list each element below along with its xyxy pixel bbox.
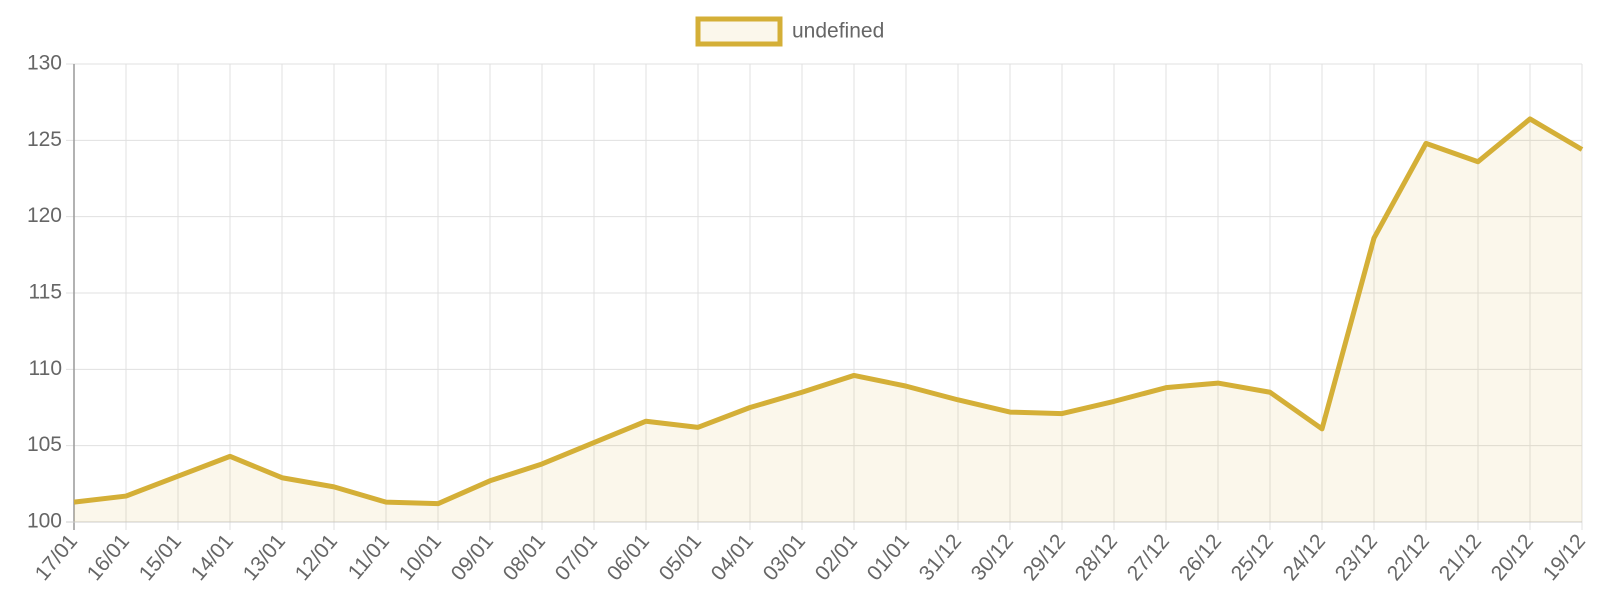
x-tick-label: 21/12 <box>1435 530 1486 585</box>
x-tick-label: 13/01 <box>239 530 290 585</box>
x-tick-label: 31/12 <box>915 530 966 585</box>
x-tick-label: 19/12 <box>1539 530 1590 585</box>
x-tick-label: 01/01 <box>863 530 914 585</box>
y-tick-label: 110 <box>29 357 62 380</box>
x-tick-label: 08/01 <box>499 530 550 585</box>
x-tick-label: 09/01 <box>447 530 498 585</box>
x-tick-label: 25/12 <box>1227 530 1278 585</box>
y-tick-label: 100 <box>27 510 62 533</box>
legend-label: undefined <box>792 20 884 43</box>
x-tick-label: 02/01 <box>811 530 862 585</box>
x-tick-label: 15/01 <box>135 530 186 585</box>
x-tick-label: 23/12 <box>1331 530 1382 585</box>
x-tick-label: 07/01 <box>551 530 602 585</box>
x-tick-label: 28/12 <box>1071 530 1122 585</box>
x-tick-label: 04/01 <box>707 530 758 585</box>
x-tick-label: 03/01 <box>759 530 810 585</box>
x-tick-label: 14/01 <box>187 530 238 585</box>
legend-swatch <box>695 16 783 47</box>
x-tick-label: 27/12 <box>1123 530 1174 585</box>
y-tick-label: 105 <box>27 433 62 456</box>
y-tick-label: 115 <box>29 281 62 304</box>
x-tick-label: 16/01 <box>83 530 134 585</box>
x-tick-label: 22/12 <box>1383 530 1434 585</box>
x-tick-label: 10/01 <box>395 530 446 585</box>
x-tick-label: 06/01 <box>603 530 654 585</box>
x-tick-label: 20/12 <box>1487 530 1538 585</box>
x-tick-label: 17/01 <box>31 530 82 585</box>
x-tick-label: 29/12 <box>1019 530 1070 585</box>
y-tick-label: 125 <box>27 128 62 151</box>
x-tick-label: 12/01 <box>291 530 342 585</box>
x-tick-label: 26/12 <box>1175 530 1226 585</box>
line <box>73 116 1584 507</box>
y-tick-label: 130 <box>27 52 62 75</box>
x-tick-label: 24/12 <box>1279 530 1330 585</box>
x-tick-label: 30/12 <box>967 530 1018 585</box>
y-tick-label: 120 <box>27 204 62 227</box>
x-tick-label: 05/01 <box>655 530 706 585</box>
x-tick-label: 11/01 <box>344 530 394 584</box>
area <box>74 118 1582 523</box>
